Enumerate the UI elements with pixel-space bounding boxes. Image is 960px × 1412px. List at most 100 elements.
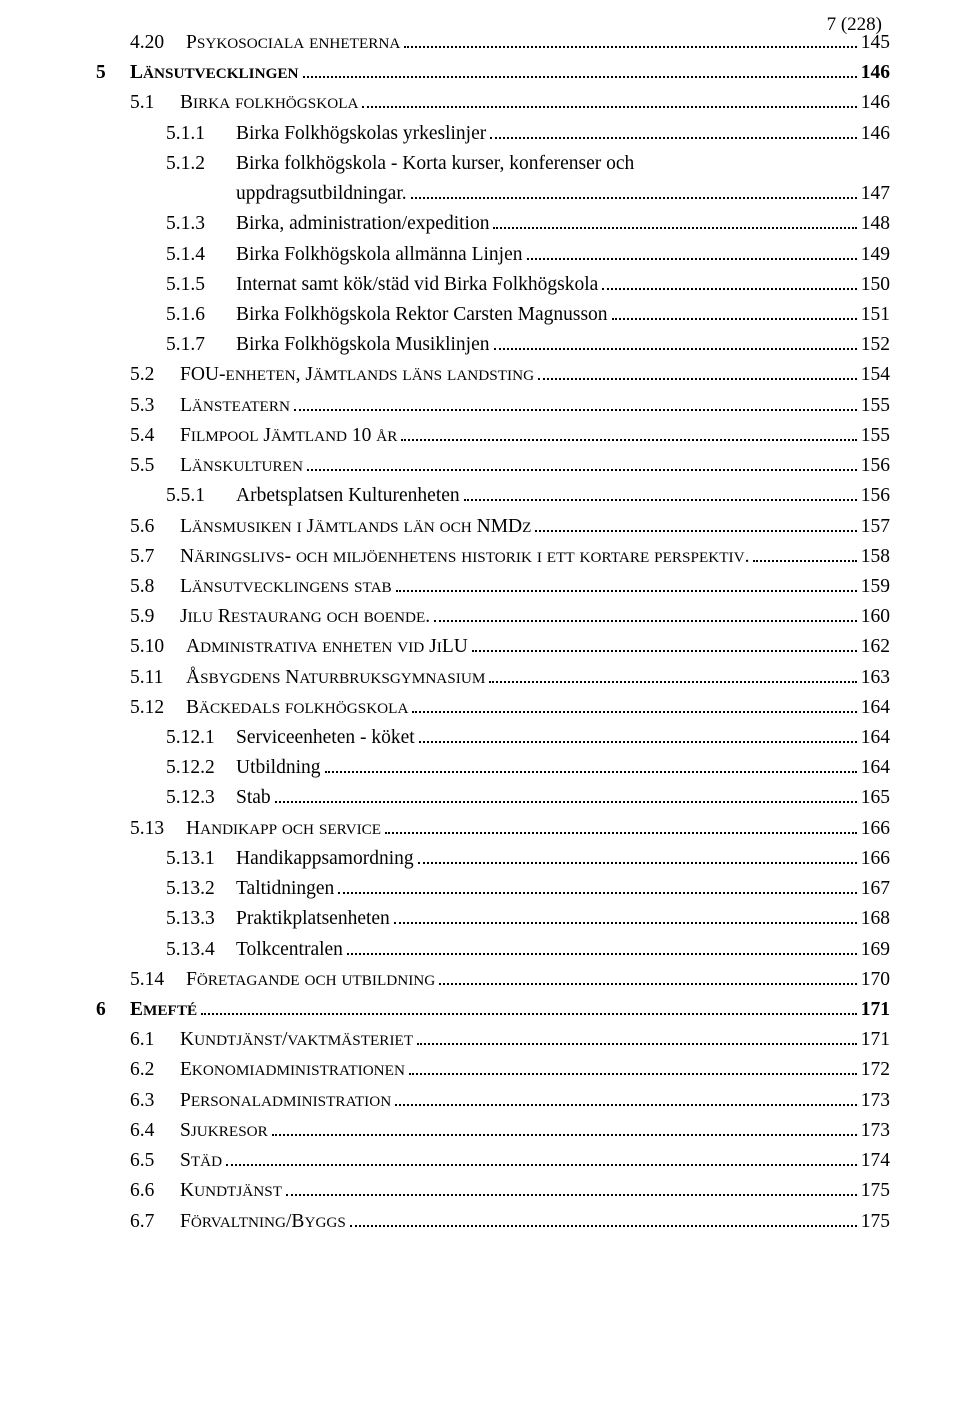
dot-leader [294, 398, 857, 411]
dot-leader [489, 670, 856, 683]
toc-entry-page: 156 [861, 451, 890, 481]
toc-entry-number: 5.3 [130, 391, 180, 421]
toc-entry-page: 155 [861, 391, 890, 421]
toc-container: 4.20PSYKOSOCIALA ENHETERNA 1455LÄNSUTVEC… [96, 28, 890, 1237]
toc-entry-page: 149 [861, 240, 890, 270]
toc-entry-label: Birka Folkhögskolas yrkeslinjer [236, 119, 486, 149]
toc-entry-number: 5.1.6 [166, 300, 236, 330]
toc-entry-number: 5.9 [130, 602, 180, 632]
toc-entry-page: 159 [861, 572, 890, 602]
toc-entry-label: Handikappsamordning [236, 844, 414, 874]
toc-entry-page: 172 [861, 1055, 890, 1085]
dot-leader [395, 1093, 857, 1106]
toc-entry-label: LÄNSUTVECKLINGEN [130, 58, 299, 88]
toc-entry-page: 168 [861, 904, 890, 934]
toc-entry-page: 155 [861, 421, 890, 451]
toc-entry-number: 5.1.1 [166, 119, 236, 149]
toc-entry-label: LÄNSUTVECKLINGENS STAB [180, 572, 392, 602]
toc-entry-page: 163 [861, 663, 890, 693]
toc-entry-label: FÖRETAGANDE OCH UTBILDNING [186, 965, 435, 995]
toc-entry-number: 6.5 [130, 1146, 180, 1176]
toc-entry-page: 151 [861, 300, 890, 330]
toc-entry-page: 166 [861, 844, 890, 874]
toc-entry-page: 152 [861, 330, 890, 360]
toc-entry-label: BIRKA FOLKHÖGSKOLA [180, 88, 358, 118]
toc-entry-label: Serviceenheten - köket [236, 723, 415, 753]
toc-entry-label: Internat samt kök/städ vid Birka Folkhög… [236, 270, 598, 300]
toc-entry: 4.20PSYKOSOCIALA ENHETERNA 145 [96, 28, 890, 58]
toc-entry-number: 6.3 [130, 1086, 180, 1116]
toc-entry-page: 150 [861, 270, 890, 300]
page: 7 (228) 4.20PSYKOSOCIALA ENHETERNA 1455L… [0, 0, 960, 1412]
toc-entry-page: 160 [861, 602, 890, 632]
toc-entry-label: Taltidningen [236, 874, 334, 904]
toc-entry: 6.7FÖRVALTNING/BYGGS 175 [96, 1207, 890, 1237]
toc-entry-number: 6.1 [130, 1025, 180, 1055]
toc-entry-page: 170 [861, 965, 890, 995]
toc-entry-page: 175 [861, 1207, 890, 1237]
dot-leader [612, 307, 857, 320]
dot-leader [347, 942, 857, 955]
page-number: 7 (228) [827, 14, 882, 36]
toc-entry-page: 146 [861, 58, 890, 88]
toc-entry-page: 154 [861, 360, 890, 390]
toc-entry-page: 148 [861, 209, 890, 239]
toc-entry-number: 5.13 [130, 814, 186, 844]
toc-entry-page: 173 [861, 1086, 890, 1116]
toc-entry: 6EMEFTÉ 171 [96, 995, 890, 1025]
toc-entry-number: 5.1 [130, 88, 180, 118]
toc-entry-label: FILMPOOL JÄMTLAND 10 ÅR [180, 421, 397, 451]
toc-entry-number: 5.13.1 [166, 844, 236, 874]
toc-entry: 5.10ADMINISTRATIVA ENHETEN VID JILU 162 [96, 632, 890, 662]
dot-leader [494, 337, 857, 350]
toc-entry-number: 5.11 [130, 663, 186, 693]
toc-entry: 5.13HANDIKAPP OCH SERVICE 166 [96, 814, 890, 844]
toc-entry-label: Arbetsplatsen Kulturenheten [236, 481, 460, 511]
dot-leader [275, 791, 857, 804]
dot-leader [303, 66, 857, 79]
dot-leader [417, 1033, 857, 1046]
toc-entry: 5.1.3Birka, administration/expedition 14… [96, 209, 890, 239]
toc-entry-number: 5.4 [130, 421, 180, 451]
toc-entry: 5.7NÄRINGSLIVS- OCH MILJÖENHETENS HISTOR… [96, 542, 890, 572]
toc-entry-page: 164 [861, 723, 890, 753]
toc-entry: 5.1.4Birka Folkhögskola allmänna Linjen … [96, 240, 890, 270]
toc-entry: 5LÄNSUTVECKLINGEN 146 [96, 58, 890, 88]
dot-leader [362, 96, 856, 109]
toc-entry: 5.5LÄNSKULTUREN 156 [96, 451, 890, 481]
toc-entry-label: LÄNSTEATERN [180, 391, 290, 421]
toc-entry-label: Birka, administration/expedition [236, 209, 489, 239]
toc-entry-number: 5.1.2 [166, 149, 236, 179]
toc-entry-number: 5.1.7 [166, 330, 236, 360]
toc-entry-label: KUNDTJÄNST [180, 1176, 282, 1206]
toc-entry-label: HANDIKAPP OCH SERVICE [186, 814, 381, 844]
toc-entry-number: 6.2 [130, 1055, 180, 1085]
toc-entry: 5.5.1Arbetsplatsen Kulturenheten 156 [96, 481, 890, 511]
toc-entry-label: ÅSBYGDENS NATURBRUKSGYMNASIUM [186, 663, 485, 693]
dot-leader [464, 489, 857, 502]
toc-entry-label: Birka Folkhögskola Musiklinjen [236, 330, 490, 360]
toc-entry-number: 5.1.4 [166, 240, 236, 270]
toc-entry-number: 6 [96, 995, 130, 1025]
toc-entry: 5.1.2Birka folkhögskola - Korta kurser, … [96, 149, 890, 209]
toc-entry-label: ADMINISTRATIVA ENHETEN VID JILU [186, 632, 468, 662]
toc-entry: 6.6KUNDTJÄNST 175 [96, 1176, 890, 1206]
dot-leader [538, 368, 857, 381]
toc-entry: 5.6LÄNSMUSIKEN I JÄMTLANDS LÄN OCH NMDZ … [96, 512, 890, 542]
dot-leader [493, 217, 856, 230]
dot-leader [350, 1214, 857, 1227]
toc-entry-label: SJUKRESOR [180, 1116, 268, 1146]
toc-entry-page: 169 [861, 935, 890, 965]
toc-entry: 5.12.1Serviceenheten - köket 164 [96, 723, 890, 753]
toc-entry-page: 146 [861, 119, 890, 149]
dot-leader [602, 277, 856, 290]
toc-entry-number: 5.14 [130, 965, 186, 995]
dot-leader [286, 1184, 857, 1197]
toc-entry: 5.1.5Internat samt kök/städ vid Birka Fo… [96, 270, 890, 300]
toc-entry-page: 167 [861, 874, 890, 904]
toc-entry-label: STÄD [180, 1146, 222, 1176]
dot-leader [401, 428, 856, 441]
toc-entry-label: Birka folkhögskola - Korta kurser, konfe… [236, 149, 890, 209]
toc-entry-page: 164 [861, 693, 890, 723]
toc-entry: 6.1KUNDTJÄNST/VAKTMÄSTERIET 171 [96, 1025, 890, 1055]
